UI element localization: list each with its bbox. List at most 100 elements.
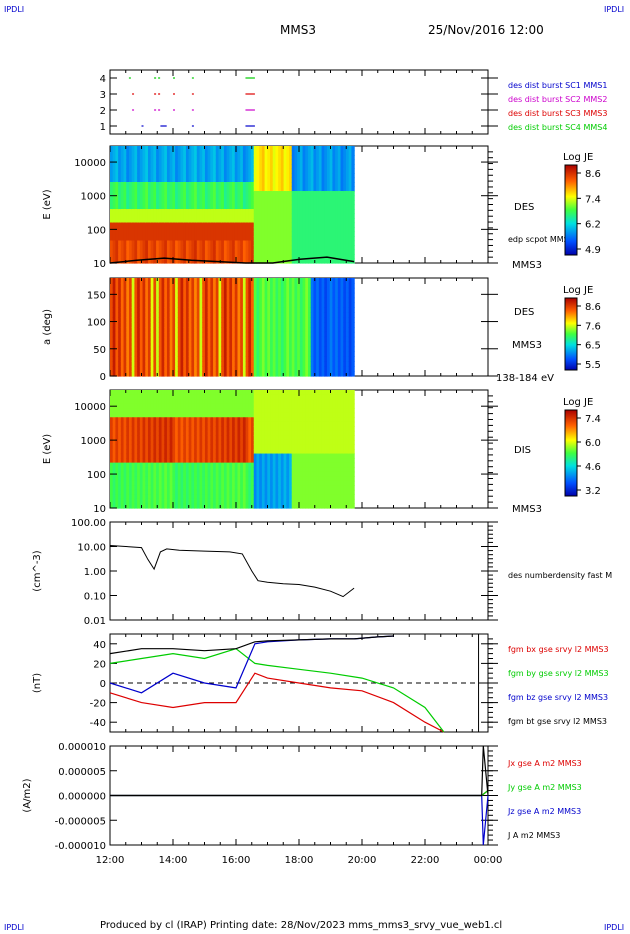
spectrogram-cell [343,331,347,338]
spectrogram-cell [161,307,165,313]
spectrogram-cell [110,155,114,161]
spectrogram-cell [158,453,163,459]
spectrogram-cell [123,227,127,233]
spectrogram-cell [153,467,157,473]
spectrogram-cell [194,366,198,372]
spectrogram-cell [137,485,141,491]
spectrogram-cell [194,292,198,299]
spectrogram-cell [291,351,296,357]
spectrogram-cell [351,361,355,367]
spectrogram-cell [313,213,317,219]
spectrogram-cell [126,278,130,284]
spectrogram-cell [345,146,350,152]
spectrogram-cell [234,182,239,188]
spectrogram-cell [289,168,293,174]
spectrogram-cell [318,351,323,357]
spectrogram-cell [131,173,136,179]
spectrogram-cell [112,249,117,255]
spectrogram-cell [223,282,228,289]
spectrogram-cell [321,249,325,255]
spectrogram-cell [240,182,244,188]
spectrogram-cell [118,186,122,192]
spectrogram-cell [123,476,127,482]
spectrogram-cell [270,182,274,188]
spectrogram-cell [204,191,209,197]
spectrogram-cell [324,186,328,192]
spectrogram-cell [327,204,331,210]
spectrogram-cell [270,254,274,260]
spectrogram-cell [110,209,114,215]
spectrogram-cell [310,317,315,323]
spectrogram-cell [150,177,154,183]
spectrogram-cell [256,346,260,353]
spectrogram-cell [329,231,334,237]
spectrogram-cell [332,346,336,353]
spectrogram-cell [166,417,171,423]
spectrogram-cell [161,421,165,427]
spectrogram-cell [218,287,222,294]
spectrogram-cell [137,435,141,441]
spectrogram-cell [337,371,342,377]
spectrogram-cell [337,200,342,206]
spectrogram-cell [245,240,249,246]
spectrogram-cell [115,209,119,215]
spectrogram-cell [161,173,165,179]
spectrogram-cell [112,503,117,509]
spectrogram-cell [272,177,277,183]
spectrogram-cell [110,462,114,468]
spectrogram-cell [150,476,154,482]
spectrogram-cell [278,209,282,215]
spectrogram-cell [188,177,192,183]
spectrogram-cell [324,191,328,197]
spectrogram-cell [115,322,119,328]
spectrogram-cell [221,146,225,152]
spectrogram-cell [294,292,298,299]
spectrogram-cell [308,209,312,215]
spectrogram-cell [318,258,323,264]
spectrogram-cell [245,307,249,313]
spectrogram-cell [253,177,258,183]
spectrogram-cell [310,278,315,284]
spectrogram-cell [264,287,268,294]
spectrogram-cell [131,186,136,192]
spectrogram-cell [213,195,217,201]
spectrogram-cell [251,282,255,289]
spectrogram-cell [131,218,136,224]
spectrogram-cell [142,458,146,464]
spectrogram-cell [253,327,258,333]
spectrogram-cell [213,200,217,206]
spectrogram-cell [261,371,266,377]
spectrogram-cell [332,282,336,289]
spectrogram-cell [351,366,355,372]
spectrogram-cell [251,231,255,237]
spectrogram-cell [128,327,133,333]
spectrogram-cell [345,366,350,372]
spectrogram-cell [264,282,268,289]
spectrogram-cell [202,209,206,215]
spectrogram-cell [112,218,117,224]
spectrogram-cell [120,403,125,409]
spectrogram-cell [332,159,336,165]
spectrogram-cell [115,421,119,427]
spectrogram-cell [147,421,152,427]
spectrogram-cell [158,462,163,468]
spectrogram-cell [139,240,144,246]
spectrogram-cell [169,356,173,362]
spectrogram-cell [177,200,182,206]
spectrogram-cell [310,173,315,179]
spectrogram-cell [175,254,179,260]
spectrogram-cell [161,371,165,377]
spectrogram-cell [251,245,255,251]
spectrogram-cell [253,346,258,353]
spectrogram-cell [118,458,122,464]
spectrogram-cell [340,346,344,353]
spectrogram-cell [156,155,160,161]
spectrogram-cell [110,240,114,246]
spectrogram-cell [166,213,171,219]
spectrogram-cell [256,287,260,294]
spectrogram-cell [128,341,133,348]
spectrogram-cell [278,258,282,264]
spectrogram-cell [126,173,130,179]
spectrogram-cell [204,164,209,170]
spectrogram-cell [150,453,154,459]
